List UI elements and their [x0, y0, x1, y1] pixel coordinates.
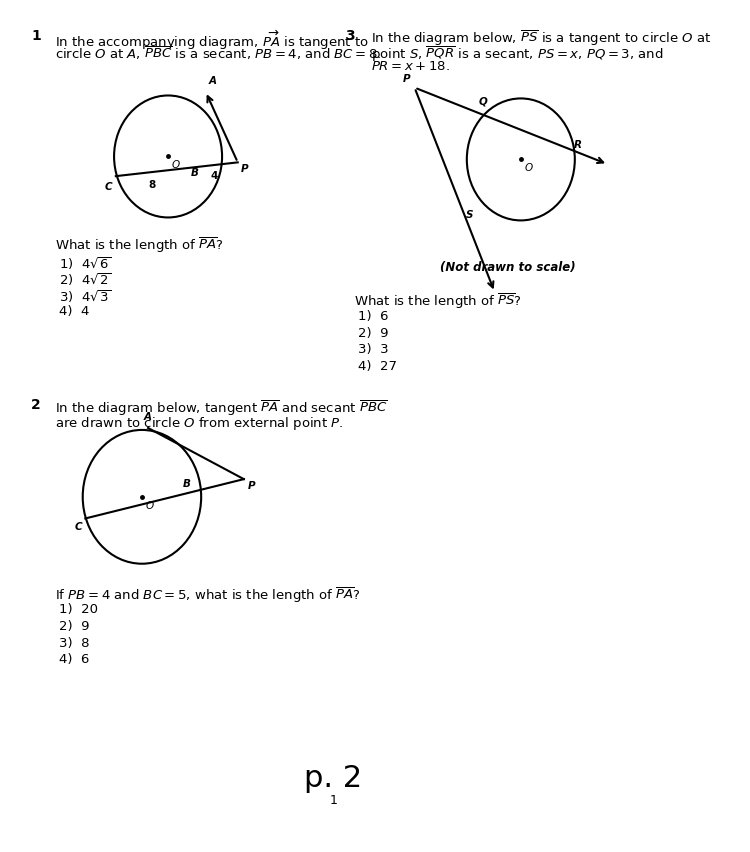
Text: $PR = x + 18$.: $PR = x + 18$. [371, 60, 450, 73]
Text: P: P [242, 164, 249, 175]
Text: p. 2: p. 2 [304, 764, 362, 793]
Text: 4)  27: 4) 27 [358, 360, 397, 373]
Text: 1: 1 [329, 794, 338, 807]
Text: S: S [466, 210, 473, 220]
Text: are drawn to circle $O$ from external point $P$.: are drawn to circle $O$ from external po… [55, 415, 344, 432]
Text: 3)  3: 3) 3 [358, 343, 388, 356]
Text: 3)  8: 3) 8 [59, 636, 90, 649]
Text: O: O [172, 160, 180, 170]
Text: If $PB = 4$ and $BC = 5$, what is the length of $\overline{PA}$?: If $PB = 4$ and $BC = 5$, what is the le… [55, 585, 360, 605]
Text: In the accompanying diagram, $\overrightarrow{PA}$ is tangent to: In the accompanying diagram, $\overright… [55, 29, 369, 52]
Text: circle $O$ at $A$, $\overline{PBC}$ is a secant, $PB = 4$, and $BC = 8$.: circle $O$ at $A$, $\overline{PBC}$ is a… [55, 44, 382, 61]
Text: (Not drawn to scale): (Not drawn to scale) [440, 261, 575, 273]
Text: B: B [190, 169, 199, 178]
Text: P: P [403, 73, 410, 83]
Text: R: R [574, 140, 582, 150]
Text: 2)  9: 2) 9 [358, 326, 388, 340]
Text: O: O [524, 164, 532, 173]
Text: 1)  20: 1) 20 [59, 603, 98, 616]
Text: What is the length of $\overline{PS}$?: What is the length of $\overline{PS}$? [353, 292, 521, 312]
Text: A: A [209, 76, 217, 86]
Text: 1)  6: 1) 6 [358, 310, 388, 323]
Text: 1: 1 [32, 29, 41, 43]
Text: B: B [183, 479, 190, 489]
Text: C: C [74, 522, 82, 532]
Text: 3: 3 [345, 29, 355, 43]
Text: 2)  $4\sqrt{2}$: 2) $4\sqrt{2}$ [59, 272, 112, 288]
Text: P: P [248, 481, 256, 491]
Text: 2: 2 [32, 399, 41, 412]
Text: 4: 4 [211, 171, 218, 181]
Text: 4)  4: 4) 4 [59, 305, 89, 318]
Text: Q: Q [478, 96, 487, 106]
Text: In the diagram below, $\overline{PS}$ is a tangent to circle $O$ at: In the diagram below, $\overline{PS}$ is… [371, 29, 711, 48]
Text: C: C [105, 182, 112, 192]
Text: 8: 8 [148, 180, 155, 190]
Text: 2)  9: 2) 9 [59, 619, 90, 633]
Text: What is the length of $\overline{PA}$?: What is the length of $\overline{PA}$? [55, 236, 223, 256]
Text: 1)  $4\sqrt{6}$: 1) $4\sqrt{6}$ [59, 255, 112, 272]
Text: In the diagram below, tangent $\overline{PA}$ and secant $\overline{PBC}$: In the diagram below, tangent $\overline… [55, 399, 387, 417]
Text: O: O [146, 501, 154, 510]
Text: point $S$, $\overline{PQR}$ is a secant, $PS = x$, $PQ = 3$, and: point $S$, $\overline{PQR}$ is a secant,… [371, 44, 664, 64]
Text: 4)  6: 4) 6 [59, 653, 89, 666]
Text: A: A [144, 412, 152, 422]
Text: 3)  $4\sqrt{3}$: 3) $4\sqrt{3}$ [59, 288, 112, 305]
